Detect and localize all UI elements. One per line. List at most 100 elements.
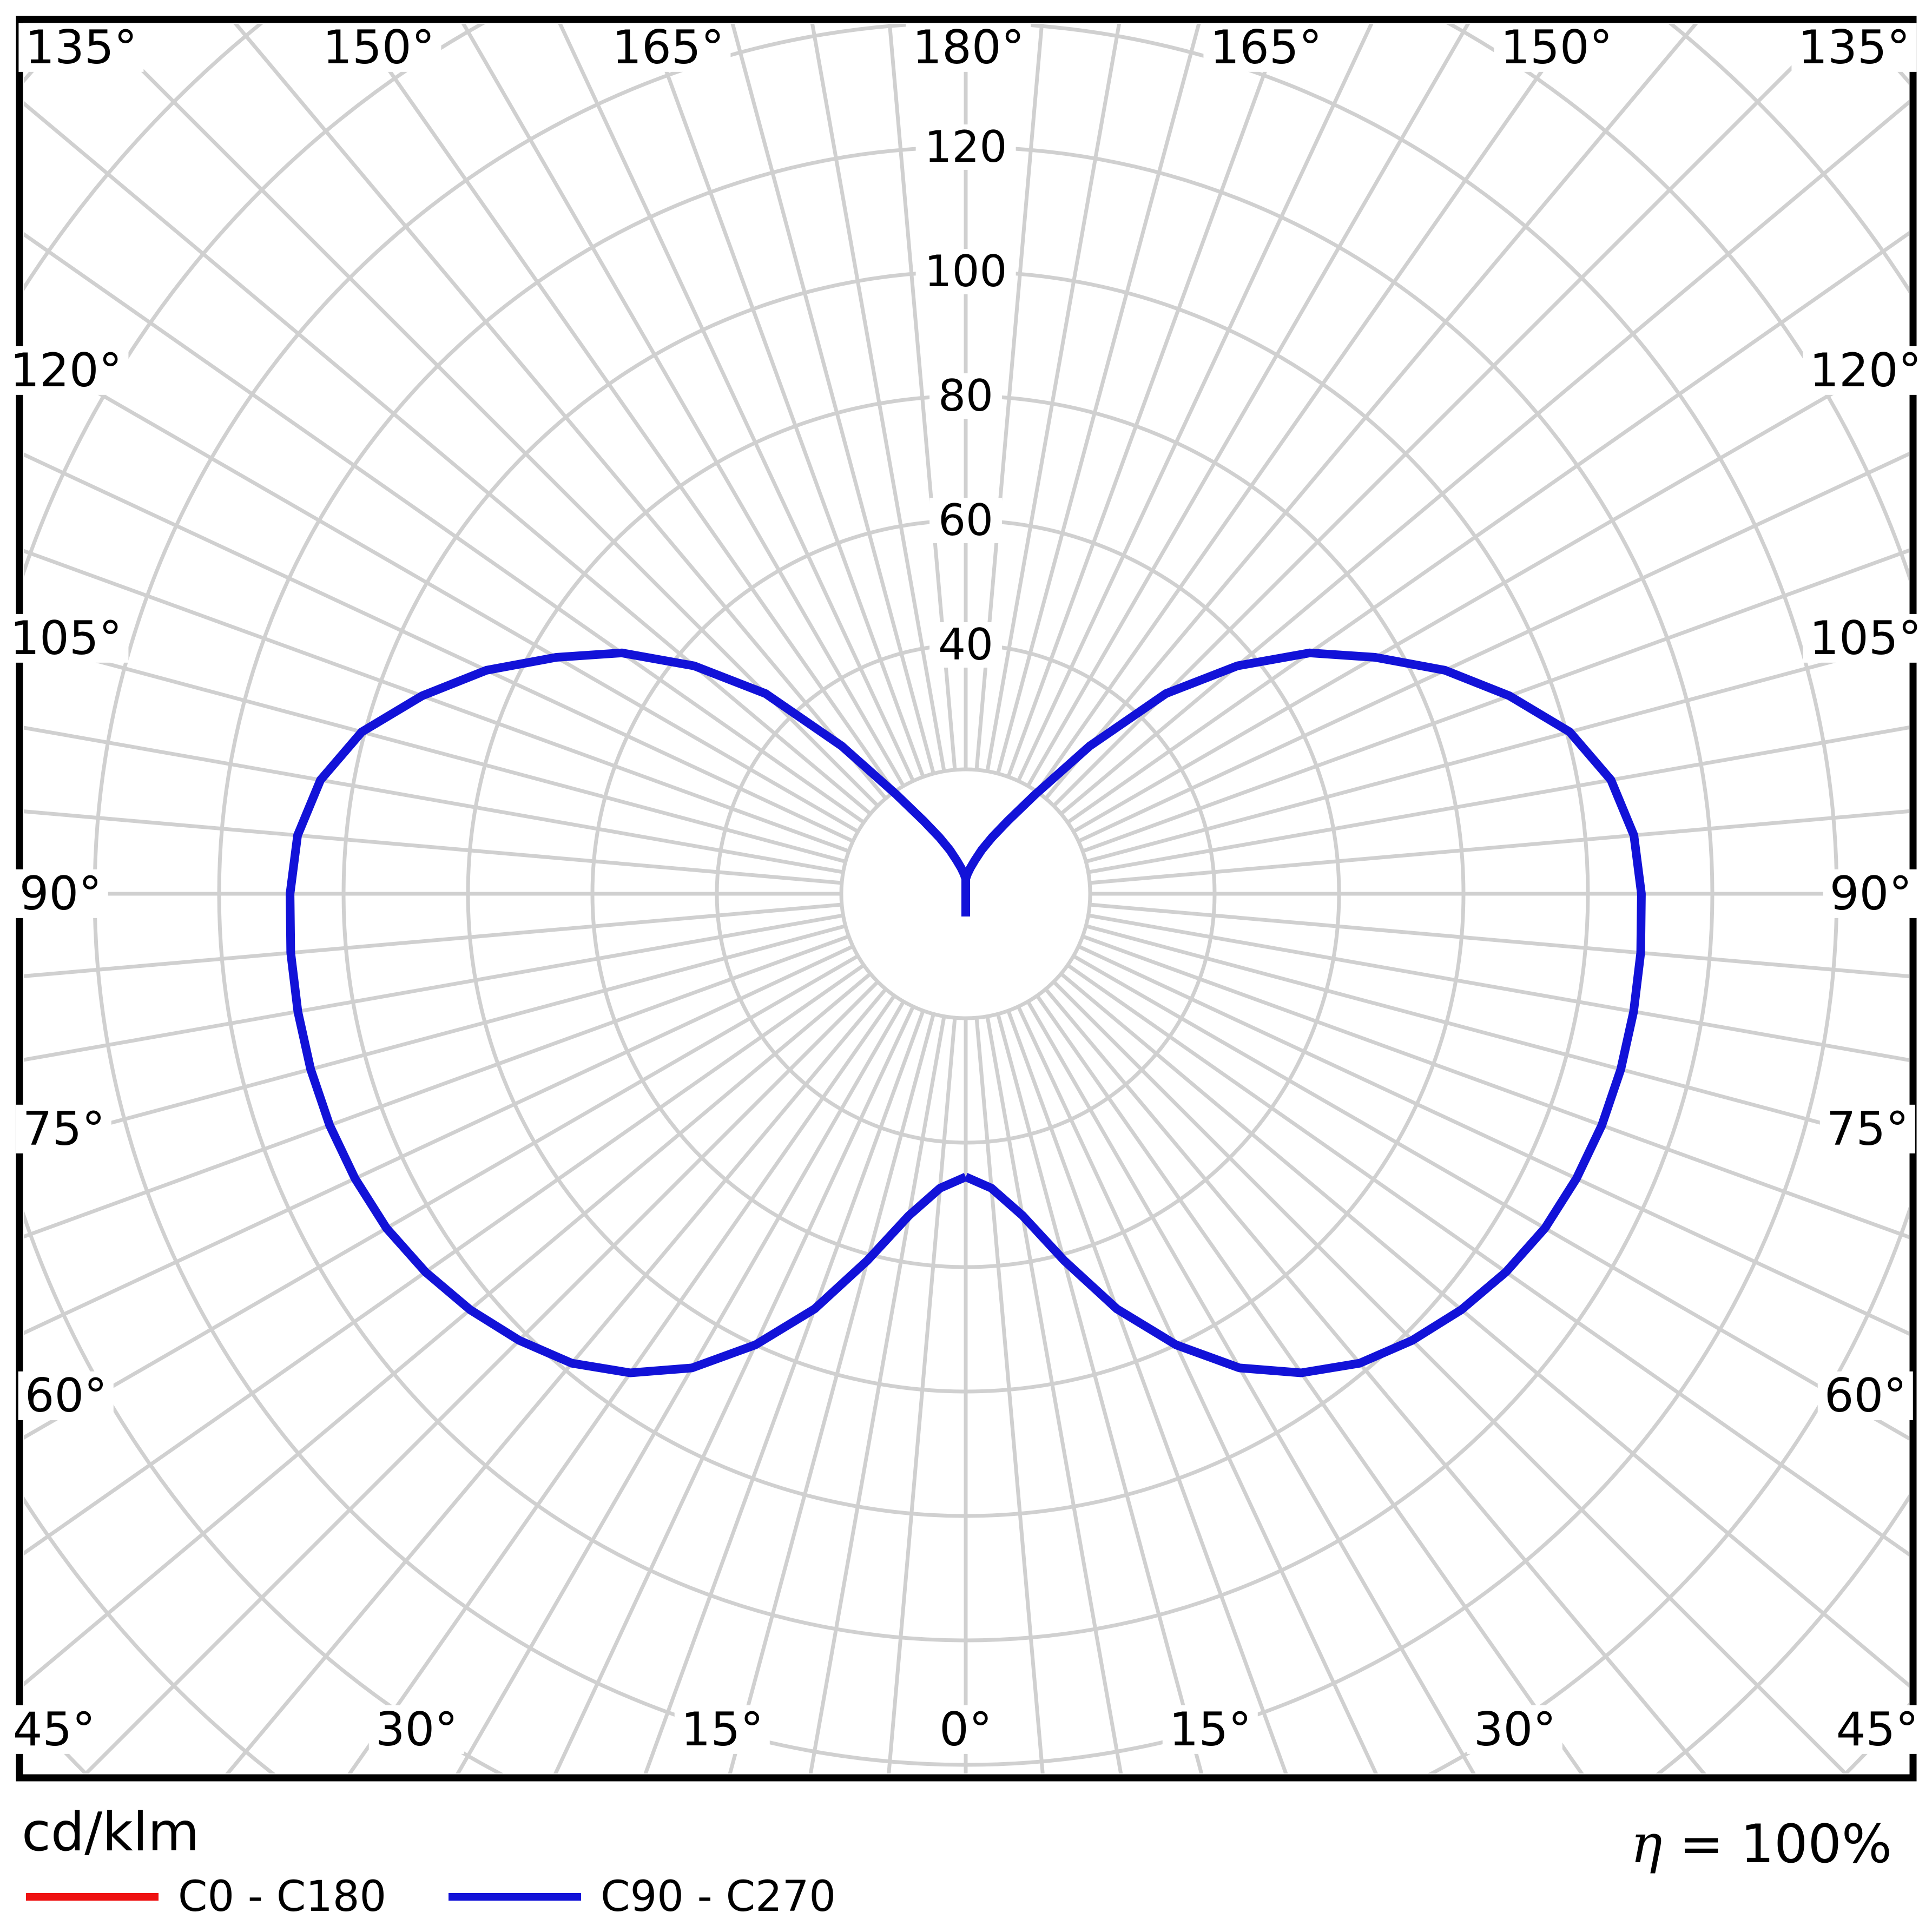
angle-label-bottom: 15°: [674, 1705, 770, 1754]
grid-spoke: [24, 954, 859, 1440]
legend-swatch-c0-c180: [26, 1893, 159, 1901]
radial-value-label: 80: [929, 373, 1002, 419]
grid-spoke: [1052, 980, 1848, 1773]
efficiency-label: η = 100%: [1631, 1814, 1892, 1875]
grid-spoke: [225, 987, 887, 1773]
grid-spoke: [24, 232, 865, 824]
angle-label-right: 75°: [1819, 1105, 1916, 1153]
grid-spoke: [1087, 913, 1909, 1062]
eta-symbol: η: [1630, 1814, 1663, 1875]
grid-spoke: [974, 1017, 1045, 1773]
legend-item-c0-c180: C0 - C180: [26, 1872, 386, 1921]
grid-spoke: [996, 1013, 1204, 1773]
grid-spoke: [24, 902, 842, 978]
angle-label-top: 135°: [1791, 23, 1917, 72]
grid-spoke: [1082, 548, 1909, 853]
angle-label-left: 75°: [16, 1105, 112, 1153]
grid-spoke: [1089, 809, 1909, 885]
angle-label-top: 180°: [906, 23, 1031, 72]
curve-c90-right-and-spike: [961, 648, 1646, 1377]
grid-spoke: [1006, 1010, 1288, 1773]
legend-item-c90-c270: C90 - C270: [449, 1872, 836, 1921]
grid-spoke: [1077, 452, 1909, 843]
angle-label-top: 135°: [18, 23, 144, 72]
angle-label-top: 150°: [316, 23, 441, 72]
grid-spoke: [647, 24, 925, 778]
angle-label-bottom: 45°: [1829, 1705, 1926, 1754]
grid-spoke: [810, 24, 946, 772]
grid-spoke: [1087, 726, 1909, 874]
grid-spoke: [24, 101, 872, 815]
grid-spoke: [354, 24, 896, 793]
curve-c270-left: [286, 648, 970, 1377]
grid-spoke: [24, 639, 846, 863]
radial-value-label: 40: [929, 622, 1002, 668]
grid-spoke: [24, 347, 859, 834]
grid-spoke: [83, 980, 879, 1773]
grid-spoke: [1077, 945, 1909, 1336]
angle-label-right: 105°: [1803, 614, 1928, 663]
radial-value-label: 100: [915, 249, 1016, 294]
grid-spoke: [1085, 639, 1909, 863]
grid-spoke: [24, 972, 872, 1687]
angle-label-left: 120°: [3, 346, 129, 395]
angle-label-bottom: 30°: [368, 1705, 465, 1754]
grid-spoke: [558, 24, 915, 782]
grid-spoke: [728, 1013, 935, 1773]
grid-spoke: [1044, 987, 1706, 1773]
grid-spoke: [24, 964, 865, 1556]
angle-label-bottom: 30°: [1467, 1705, 1563, 1754]
units-label: cd/klm: [22, 1802, 200, 1863]
angle-label-right: 90°: [1823, 869, 1919, 918]
grid-spoke: [24, 452, 854, 843]
angle-label-left: 90°: [12, 869, 109, 918]
grid-spoke: [1072, 954, 1909, 1441]
grid-spoke: [1017, 1005, 1379, 1773]
grid-spoke: [24, 913, 844, 1062]
grid-spoke: [553, 1005, 915, 1773]
grid-spoke: [24, 945, 854, 1335]
grid-spoke: [1006, 24, 1284, 778]
radial-value-label: 60: [929, 498, 1002, 543]
angle-label-bottom: 45°: [6, 1705, 102, 1754]
grid-spoke: [730, 24, 935, 774]
grid-spoke: [24, 549, 850, 853]
grid-spoke: [1044, 24, 1698, 800]
grid-spoke: [1036, 994, 1584, 1773]
angle-label-top: 165°: [605, 23, 731, 72]
grid-spoke: [24, 809, 842, 885]
legend-swatch-c90-c270: [449, 1893, 582, 1901]
curve-c90-c270: [286, 648, 1646, 1377]
grid-spoke: [1017, 24, 1374, 782]
radial-value-label: 120: [915, 124, 1016, 170]
angle-label-left: 105°: [3, 614, 129, 663]
legend-label-c90-c270: C90 - C270: [601, 1872, 836, 1921]
grid-spoke: [347, 994, 896, 1773]
grid-spoke: [1089, 902, 1909, 979]
grid-spoke: [985, 24, 1122, 772]
grid-spoke: [1085, 924, 1909, 1149]
grid-spoke: [24, 726, 844, 874]
grid-spoke: [985, 1016, 1123, 1773]
grid-spoke: [1072, 347, 1909, 834]
grid-spoke: [1082, 934, 1909, 1239]
angle-label-bottom: 15°: [1162, 1705, 1258, 1754]
grid-spoke: [974, 24, 1044, 770]
eta-value: = 100%: [1679, 1814, 1892, 1875]
angle-label-top: 165°: [1203, 23, 1329, 72]
grid-spoke: [996, 24, 1201, 774]
angle-label-top: 150°: [1494, 23, 1619, 72]
legend-label-c0-c180: C0 - C180: [178, 1872, 387, 1921]
grid-spoke: [1026, 24, 1471, 787]
legend: C0 - C180 C90 - C270: [26, 1871, 836, 1923]
grid-spoke: [1066, 964, 1909, 1557]
grid-spoke: [887, 24, 957, 770]
grid-spoke: [1026, 1000, 1476, 1773]
grid-spoke: [24, 934, 850, 1239]
grid-spoke: [24, 924, 846, 1149]
grid-spoke: [643, 1010, 925, 1773]
grid-spoke: [1036, 24, 1578, 793]
grid-spoke: [233, 24, 887, 800]
grid-spoke: [887, 1017, 957, 1773]
grid-spoke: [1059, 972, 1909, 1688]
